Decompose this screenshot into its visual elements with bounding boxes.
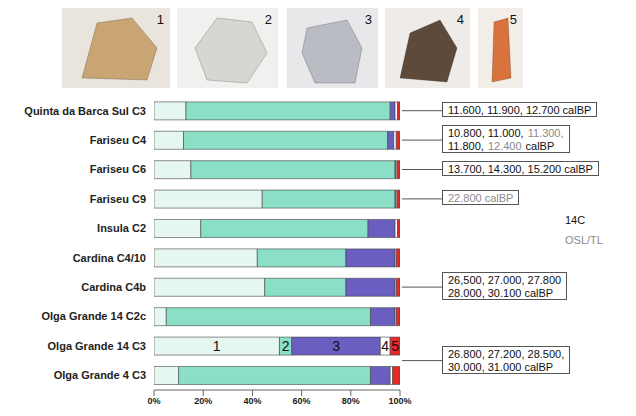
svg-text:Insula C2: Insula C2 <box>97 222 146 234</box>
svg-text:Fariseu C9: Fariseu C9 <box>90 193 146 205</box>
html-text:11.800, 12.400 calBP: 11.800, 12.400 calBP <box>448 140 555 153</box>
html-text:10.800, 11.000, 11.300,: 10.800, 11.000, 11.300, <box>448 127 564 140</box>
svg-text:1: 1 <box>213 338 221 354</box>
svg-text:0%: 0% <box>147 396 160 406</box>
svg-text:4: 4 <box>457 12 464 27</box>
svg-text:5: 5 <box>510 12 517 27</box>
svg-text:3: 3 <box>365 12 372 27</box>
svg-text:2: 2 <box>282 338 290 354</box>
svg-text:Cardina C4/10: Cardina C4/10 <box>73 252 146 264</box>
svg-text:Fariseu C4: Fariseu C4 <box>90 134 147 146</box>
svg-text:Quinta da Barca Sul C3: Quinta da Barca Sul C3 <box>24 105 146 117</box>
html-text:14C: 14C <box>565 214 586 226</box>
html-text:26.800, 27.200, 28.500,: 26.800, 27.200, 28.500, <box>448 347 565 360</box>
svg-text:Olga Grande 4 C3: Olga Grande 4 C3 <box>54 369 146 381</box>
svg-text:1: 1 <box>157 12 164 27</box>
html-text:11.600, 11.900, 12.700 calBP: 11.600, 11.900, 12.700 calBP <box>448 104 592 117</box>
svg-text:Cardina C4b: Cardina C4b <box>81 281 146 293</box>
html-text:OSL/TL: OSL/TL <box>565 234 603 246</box>
svg-text:100%: 100% <box>388 396 411 406</box>
html-text:22.800 calBP: 22.800 calBP <box>448 192 514 205</box>
html-text:26,500, 27.000, 27.800: 26,500, 27.000, 27.800 <box>448 274 562 287</box>
svg-text:Olga Grande 14 C3: Olga Grande 14 C3 <box>48 340 146 352</box>
svg-text:60%: 60% <box>293 396 311 406</box>
html-text:28.000, 30.100 calBP: 28.000, 30.100 calBP <box>448 287 554 300</box>
svg-text:Fariseu C6: Fariseu C6 <box>90 163 146 175</box>
svg-text:3: 3 <box>332 338 340 354</box>
html-text:13.700, 14.300, 15.200 calBP: 13.700, 14.300, 15.200 calBP <box>448 163 593 175</box>
svg-text:5: 5 <box>391 338 399 354</box>
html-text:30.000, 31.000 calBP: 30.000, 31.000 calBP <box>448 360 554 373</box>
svg-text:80%: 80% <box>342 396 360 406</box>
svg-text:20%: 20% <box>194 396 212 406</box>
svg-text:2: 2 <box>265 12 272 27</box>
svg-text:4: 4 <box>381 338 389 354</box>
svg-text:Olga Grande 14 C2c: Olga Grande 14 C2c <box>41 310 146 322</box>
svg-text:40%: 40% <box>243 396 261 406</box>
